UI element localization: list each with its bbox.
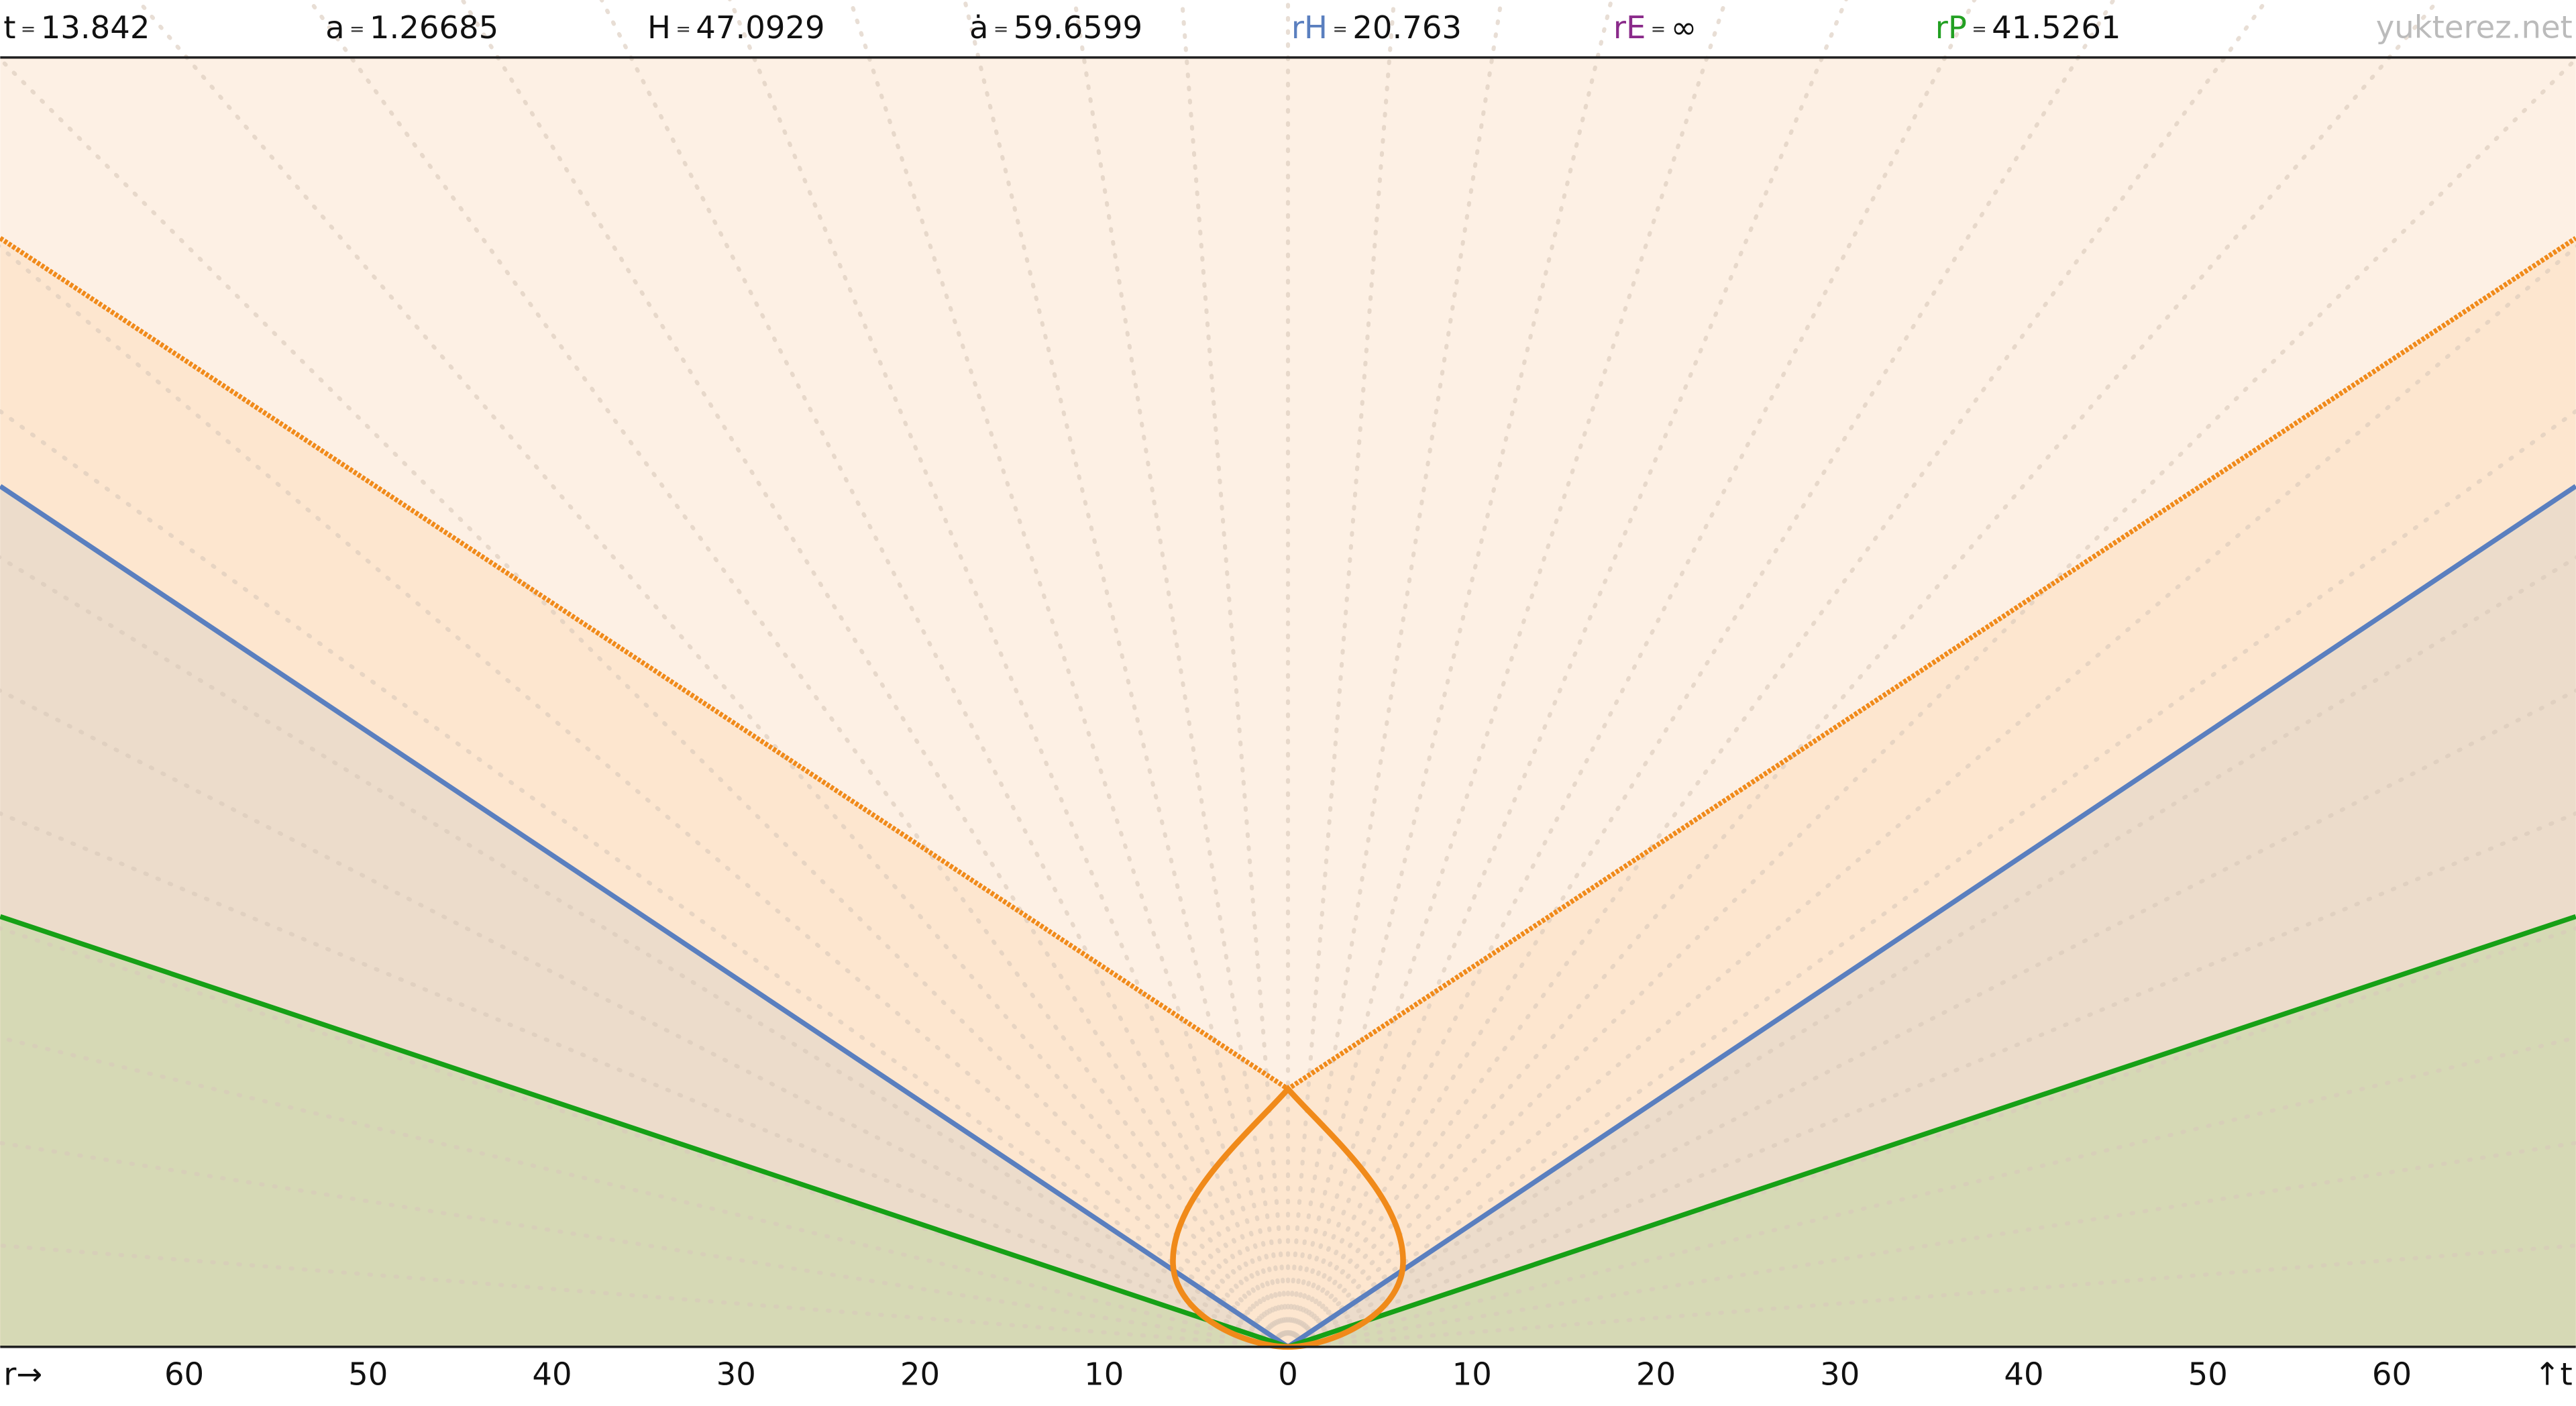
header-item: H = 47.0929 [647, 9, 825, 46]
ray [0, 1035, 1291, 1349]
ray [1285, 409, 2576, 1349]
header-item: ȧ = 59.6599 [969, 9, 1142, 46]
ray [1285, 1140, 2576, 1349]
header-item: rP = 41.5261 [1935, 9, 2121, 46]
ray [1285, 56, 2576, 1349]
ray [1072, 0, 1291, 1349]
x-tick-label: 20 [1636, 1356, 1676, 1392]
axis-left-label: r→ [3, 1356, 42, 1392]
ray [1285, 1035, 2576, 1349]
header-equals: = [1651, 19, 1666, 40]
header: t = 13.842 a = 1.26685 H = 47.0929 ȧ = 59.6599 rH = 20… [3, 9, 2121, 46]
ray [135, 0, 1291, 1349]
header-value: ∞ [1671, 9, 1697, 46]
ray [0, 1243, 1291, 1349]
ray [1285, 0, 2269, 1349]
ray [1285, 1243, 2576, 1349]
ray [0, 1140, 1291, 1349]
ray [962, 0, 1291, 1349]
axis-right-label: ↑t [2534, 1356, 2573, 1392]
ray [1285, 0, 1397, 1349]
ray [599, 0, 1291, 1349]
ray [0, 409, 1291, 1349]
header-value: 47.0929 [696, 9, 824, 46]
header-label: t [3, 9, 15, 46]
header-equals: = [350, 19, 365, 40]
header-equals: = [1332, 19, 1348, 40]
ray [1285, 0, 2441, 1349]
x-tick-label: 40 [532, 1356, 572, 1392]
x-tick-label: 40 [2004, 1356, 2043, 1392]
ray [307, 0, 1291, 1349]
header-label: rP [1935, 9, 1967, 46]
header-value: 59.6599 [1014, 9, 1142, 46]
header-equals: = [994, 19, 1009, 40]
header-label: H [647, 9, 671, 46]
ray [0, 688, 1291, 1349]
header-item: rH = 20.763 [1291, 9, 1462, 46]
ray [1285, 555, 2576, 1349]
ray [848, 0, 1291, 1349]
ray [1285, 0, 1848, 1349]
x-tick-label: 30 [716, 1356, 756, 1392]
header-equals: = [676, 19, 691, 40]
axis-labels: r→ ↑t 60 50 40 30 20 10 0 10 20 30 40 50 60 [3, 1356, 2573, 1392]
ray [1179, 0, 1291, 1349]
ray [460, 0, 1291, 1349]
header-label: rH [1291, 9, 1328, 46]
ray [1285, 244, 2576, 1349]
x-tick-label: 30 [1820, 1356, 1860, 1392]
header-value: 41.5261 [1992, 9, 2121, 46]
header-item: t = 13.842 [3, 9, 150, 46]
x-tick-label: 60 [164, 1356, 204, 1392]
ray [1285, 688, 2576, 1349]
x-tick-label: 0 [1278, 1356, 1298, 1392]
x-tick-label: 50 [348, 1356, 388, 1392]
green-cone-region [0, 916, 2576, 1347]
header-value: 20.763 [1352, 9, 1462, 46]
ray [1285, 0, 1728, 1349]
ray [0, 244, 1291, 1349]
header-equals: = [1972, 19, 1987, 40]
x-tick-label: 50 [2188, 1356, 2228, 1392]
header-item: rE = ∞ [1613, 9, 1697, 46]
x-tick-label: 10 [1084, 1356, 1124, 1392]
ray [0, 555, 1291, 1349]
ray [1285, 0, 1614, 1349]
header-equals: = [21, 19, 36, 40]
ray [1285, 811, 2576, 1349]
x-tick-label: 60 [2372, 1356, 2412, 1392]
ray [1285, 0, 1504, 1349]
ray [1285, 926, 2576, 1349]
ray [0, 56, 1291, 1349]
ray [1285, 0, 2116, 1349]
ray [0, 926, 1291, 1349]
header-label: a [325, 9, 345, 46]
header-item: a = 1.26685 [325, 9, 498, 46]
watermark: yukterez.net [2376, 9, 2573, 46]
x-tick-label: 20 [900, 1356, 940, 1392]
header-label: rE [1613, 9, 1646, 46]
x-tick-label: 10 [1452, 1356, 1492, 1392]
header-label: ȧ [969, 9, 989, 46]
header-value: 13.842 [41, 9, 150, 46]
ray [1285, 0, 1977, 1349]
ray [0, 811, 1291, 1349]
header-value: 1.26685 [370, 9, 498, 46]
